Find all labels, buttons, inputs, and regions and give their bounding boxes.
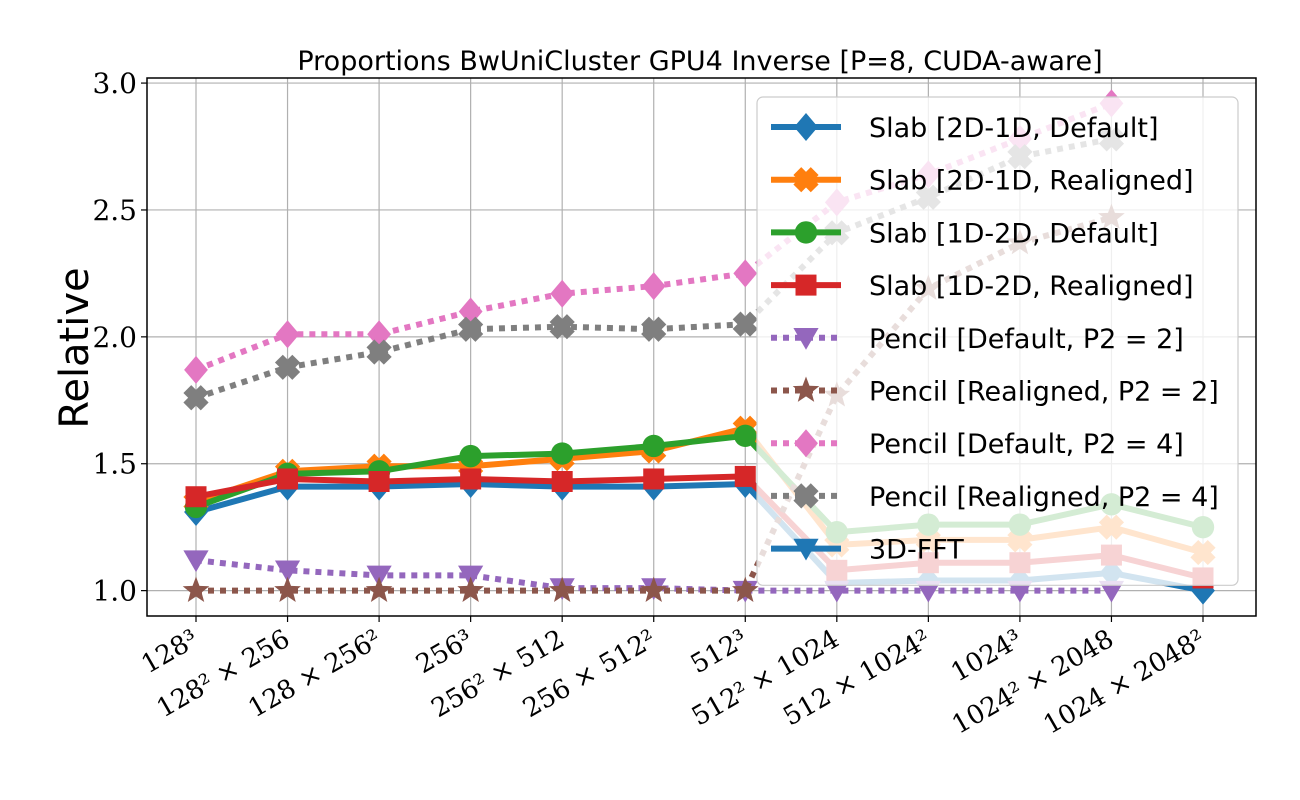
data-point bbox=[641, 316, 667, 342]
data-point bbox=[548, 576, 576, 602]
data-point bbox=[183, 550, 209, 573]
legend-label: Slab [1D-2D, Default] bbox=[869, 218, 1158, 249]
data-point bbox=[641, 272, 666, 301]
legend-label: Slab [2D-1D, Realigned] bbox=[869, 166, 1194, 197]
data-point bbox=[459, 444, 482, 468]
y-axis-label: Relative bbox=[52, 267, 98, 428]
legend-entry: Slab [2D-1D, Realigned] bbox=[771, 166, 1194, 197]
legend-label: 3D-FFT bbox=[869, 535, 964, 566]
data-point bbox=[274, 576, 301, 602]
data-point bbox=[824, 580, 850, 603]
legend-label: Pencil [Default, P2 = 4] bbox=[869, 429, 1184, 460]
data-point bbox=[366, 565, 392, 588]
legend-entry: Pencil [Default, P2 = 2] bbox=[771, 324, 1184, 355]
legend-entry: Pencil [Realigned, P2 = 4] bbox=[771, 482, 1219, 513]
legend-marker bbox=[792, 376, 820, 402]
x-tick-label: 1024 × 2048² bbox=[1039, 624, 1211, 741]
legend-entry: Slab [1D-2D, Realigned] bbox=[771, 271, 1194, 302]
legend-marker bbox=[793, 538, 819, 561]
data-point bbox=[1098, 580, 1125, 603]
plot-frame bbox=[146, 77, 1257, 617]
data-point bbox=[366, 339, 392, 365]
data-point bbox=[275, 320, 300, 349]
legend-entry: Slab [1D-2D, Default] bbox=[771, 218, 1158, 249]
data-point bbox=[184, 355, 208, 384]
legend-entry: Pencil [Default, P2 = 4] bbox=[771, 429, 1184, 460]
data-point bbox=[734, 424, 757, 448]
chart-title: Proportions BwUniCluster GPU4 Inverse [P… bbox=[297, 46, 1102, 77]
data-point bbox=[734, 465, 756, 487]
data-point bbox=[274, 354, 301, 380]
legend-marker bbox=[794, 113, 818, 141]
y-tick-label: 2.0 bbox=[92, 321, 137, 354]
legend-label: Pencil [Realigned, P2 = 4] bbox=[869, 482, 1219, 513]
legend: Slab [2D-1D, Default] Slab [2D-1D, Realig… bbox=[756, 96, 1239, 586]
data-point bbox=[1007, 580, 1033, 603]
x-tick-label: 512³ bbox=[686, 624, 753, 680]
data-point bbox=[460, 468, 482, 490]
data-point bbox=[643, 468, 665, 490]
legend-marker bbox=[793, 328, 819, 350]
legend-entry: 3D-FFT bbox=[771, 535, 964, 566]
data-point bbox=[550, 279, 575, 308]
legend-box bbox=[756, 96, 1239, 586]
legend-label: Slab [1D-2D, Realigned] bbox=[869, 271, 1194, 302]
data-point bbox=[551, 471, 573, 492]
data-point bbox=[642, 434, 665, 458]
x-tick-label: 256³ bbox=[411, 624, 478, 680]
data-point bbox=[274, 560, 301, 583]
data-point bbox=[550, 442, 574, 465]
data-point bbox=[732, 311, 758, 337]
legend-marker bbox=[794, 429, 818, 458]
y-tick-label: 1.5 bbox=[92, 448, 137, 481]
legend-marker bbox=[793, 483, 819, 509]
legend-label: Pencil [Default, P2 = 2] bbox=[869, 324, 1184, 355]
data-point bbox=[182, 576, 210, 602]
data-point bbox=[458, 565, 484, 588]
legend-marker bbox=[793, 167, 819, 193]
data-point bbox=[731, 576, 759, 602]
data-point bbox=[458, 316, 484, 342]
data-point bbox=[183, 385, 209, 411]
legend-label: Slab [2D-1D, Default] bbox=[869, 113, 1158, 144]
data-point bbox=[457, 576, 484, 602]
legend-marker bbox=[794, 221, 818, 244]
y-tick-label: 3.0 bbox=[92, 67, 137, 100]
legend-marker bbox=[795, 274, 817, 296]
data-point bbox=[185, 486, 207, 508]
data-point bbox=[368, 471, 390, 492]
y-tick-label: 2.5 bbox=[92, 194, 137, 227]
legend-label: Pencil [Realigned, P2 = 2] bbox=[869, 377, 1219, 408]
data-point bbox=[277, 468, 299, 490]
data-point bbox=[549, 314, 575, 340]
data-point bbox=[915, 580, 941, 603]
data-point bbox=[365, 576, 393, 602]
legend-entry: Pencil [Realigned, P2 = 2] bbox=[771, 376, 1219, 408]
data-point bbox=[640, 576, 668, 602]
data-point bbox=[733, 259, 758, 288]
legend-entry: Slab [2D-1D, Default] bbox=[771, 113, 1158, 144]
x-tick-label: 128³ bbox=[136, 624, 203, 680]
y-tick-label: 1.0 bbox=[92, 575, 137, 608]
